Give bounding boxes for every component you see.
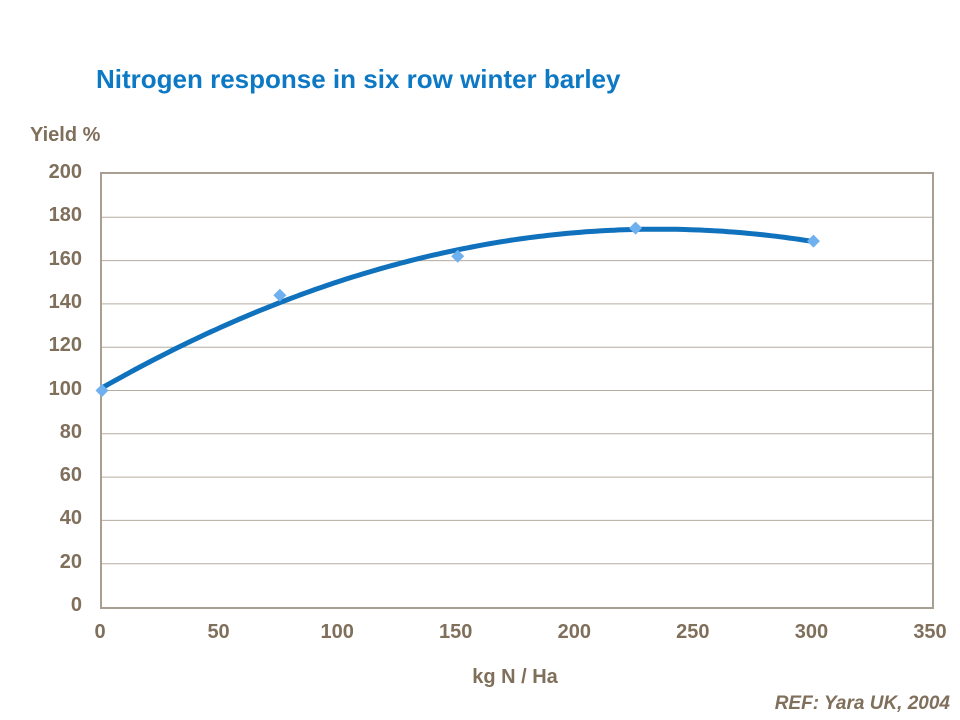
y-tick-label: 160: [48, 247, 82, 270]
y-axis-title: Yield %: [30, 124, 101, 146]
data-point-marker: [273, 288, 287, 302]
data-point-marker: [806, 234, 820, 248]
x-tick-label: 200: [557, 621, 591, 643]
x-tick-label: 300: [794, 621, 829, 643]
y-tick-label: 20: [59, 550, 82, 573]
x-tick-label: 250: [676, 621, 710, 643]
x-axis-title: kg N / Ha: [472, 666, 558, 688]
chart-title: Nitrogen response in six row winter barl…: [96, 64, 621, 94]
x-tick-label: 150: [439, 621, 473, 643]
y-tick-label: 60: [59, 464, 82, 487]
y-tick-label: 0: [70, 594, 82, 616]
y-tick-label: 120: [48, 334, 82, 357]
x-tick-label: 100: [320, 621, 354, 643]
y-tick-label: 100: [48, 377, 82, 400]
x-tick-label: 50: [207, 621, 230, 643]
x-tick-label: 0: [94, 621, 106, 643]
x-tick-label: 350: [913, 621, 947, 643]
y-tick-label: 180: [48, 204, 82, 227]
y-tick-label: 140: [48, 290, 82, 313]
y-tick-label: 80: [59, 420, 82, 443]
data-point-marker: [629, 221, 643, 235]
data-point-marker: [95, 384, 109, 397]
y-tick-label: 40: [59, 507, 82, 530]
plot-canvas: [95, 216, 932, 565]
y-tick-label: 200: [48, 161, 82, 183]
plot-area: [95, 172, 934, 609]
reference-text: REF: Yara UK, 2004: [774, 693, 950, 714]
data-point-marker: [451, 249, 465, 263]
